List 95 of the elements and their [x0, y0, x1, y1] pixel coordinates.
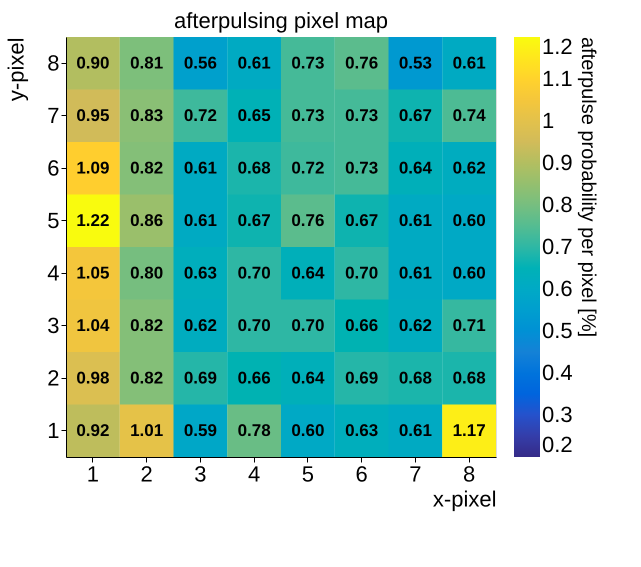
color-bar-label: 1	[542, 108, 554, 133]
y-tick-label: 4	[47, 260, 60, 286]
x-tick-label: 2	[140, 462, 153, 486]
data-label: 0.70	[238, 316, 271, 335]
data-label: 0.73	[291, 53, 324, 72]
data-label: 0.67	[345, 210, 378, 230]
data-label: 0.56	[184, 53, 217, 72]
data-label: 0.72	[291, 158, 324, 178]
data-label: 0.73	[291, 106, 324, 125]
data-label: 0.82	[130, 158, 164, 178]
data-label: 0.62	[398, 316, 432, 335]
data-label: 0.61	[184, 210, 217, 230]
data-label: 0.69	[345, 368, 378, 388]
color-bar-label: 0.9	[542, 150, 573, 175]
data-label: 0.95	[76, 106, 110, 125]
color-bar-label: 0.6	[542, 276, 573, 301]
data-label: 0.61	[238, 53, 271, 72]
data-label: 0.74	[452, 106, 486, 125]
data-label: 0.71	[452, 316, 486, 335]
data-label: 0.70	[345, 263, 378, 282]
x-tick-label: 5	[302, 462, 314, 486]
data-label: 1.01	[130, 420, 164, 440]
data-label: 0.70	[238, 263, 271, 282]
x-tick-label: 3	[194, 462, 206, 486]
data-label: 0.66	[238, 368, 271, 388]
data-label: 0.83	[130, 106, 164, 125]
data-label: 0.64	[398, 158, 432, 178]
x-tick-label: 1	[86, 462, 99, 486]
data-label: 0.63	[345, 420, 378, 440]
data-label: 0.60	[291, 420, 324, 440]
data-label: 0.68	[398, 368, 432, 388]
color-bar-title: afterpulse probability per pixel [%]	[577, 37, 599, 338]
data-label: 0.82	[130, 316, 164, 335]
color-bar-label: 0.2	[542, 432, 573, 457]
data-label: 0.80	[130, 263, 164, 282]
data-label: 0.73	[345, 158, 378, 178]
color-bar-label: 0.3	[542, 402, 573, 427]
color-bar-label: 0.7	[542, 234, 573, 259]
data-label: 0.81	[130, 53, 164, 72]
color-bar-label: 0.5	[542, 318, 573, 343]
x-axis-title: x-pixel	[432, 486, 496, 512]
data-label: 0.61	[398, 420, 432, 440]
data-label: 0.64	[291, 263, 325, 282]
data-label: 1.22	[76, 210, 110, 230]
data-label: 0.62	[184, 316, 217, 335]
data-label: 0.62	[452, 158, 486, 178]
color-bar-label: 1.2	[542, 34, 573, 59]
y-tick-label: 3	[47, 312, 60, 338]
data-label: 0.61	[184, 158, 217, 178]
data-label: 1.09	[76, 158, 110, 178]
data-label: 0.90	[76, 53, 110, 72]
data-label: 0.68	[452, 368, 486, 388]
y-tick-label: 7	[47, 102, 60, 128]
data-label: 0.76	[291, 210, 324, 230]
data-label: 0.78	[238, 420, 271, 440]
data-label: 0.61	[398, 210, 432, 230]
y-tick-label: 6	[47, 155, 60, 180]
x-tick-label: 7	[409, 462, 422, 486]
data-label: 0.86	[130, 210, 164, 230]
data-label: 0.68	[238, 158, 271, 178]
data-label: 0.82	[130, 368, 164, 388]
data-label: 0.98	[76, 368, 110, 388]
data-label: 0.63	[184, 263, 217, 282]
data-label: 0.60	[452, 210, 486, 230]
x-tick-label: 6	[356, 462, 368, 486]
x-tick-label: 4	[248, 462, 260, 486]
data-label: 1.05	[76, 263, 110, 282]
data-label: 0.69	[184, 368, 217, 388]
data-label: 0.61	[398, 263, 432, 282]
color-bar-label: 0.8	[542, 192, 573, 217]
data-label: 0.67	[398, 106, 432, 125]
data-label: 0.65	[238, 106, 271, 125]
data-label: 0.59	[184, 420, 217, 440]
data-label: 0.92	[76, 420, 110, 440]
data-label: 0.76	[345, 53, 378, 72]
data-label: 0.53	[398, 53, 432, 72]
y-tick-label: 8	[47, 50, 60, 76]
y-tick-label: 1	[47, 418, 60, 443]
data-label: 0.73	[345, 106, 378, 125]
chart-title: afterpulsing pixel map	[174, 8, 388, 33]
color-bar-label: 1.1	[542, 66, 573, 91]
data-label: 0.66	[345, 316, 378, 335]
data-label: 0.67	[238, 210, 271, 230]
data-label: 0.61	[452, 53, 486, 72]
x-tick-label: 8	[463, 462, 476, 486]
data-label: 0.64	[291, 368, 325, 388]
y-axis-title: y-pixel	[4, 38, 28, 102]
data-label: 0.72	[184, 106, 217, 125]
data-label: 0.70	[291, 316, 324, 335]
data-label: 0.60	[452, 263, 486, 282]
data-label: 1.04	[76, 316, 110, 335]
y-tick-label: 5	[47, 208, 60, 233]
data-label: 1.17	[452, 420, 486, 440]
y-tick-label: 2	[47, 365, 60, 390]
color-bar-label: 0.4	[542, 360, 573, 385]
